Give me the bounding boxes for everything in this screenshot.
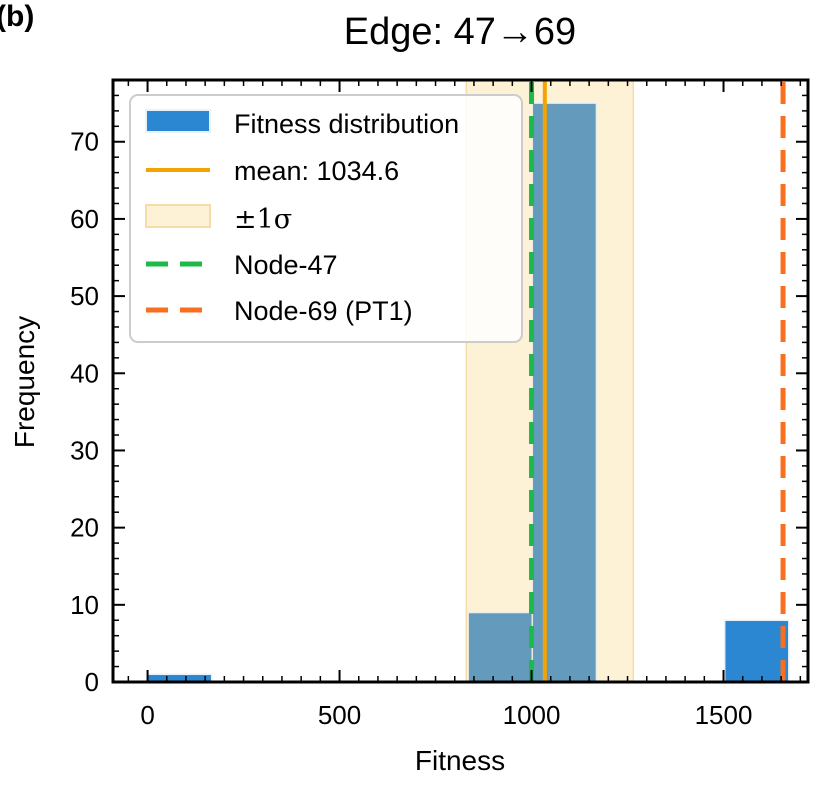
histogram-bar-9 <box>723 619 790 683</box>
y-tick-label-0: 0 <box>85 667 99 697</box>
legend-node47-label: Node-47 <box>234 250 338 280</box>
y-tick-label-4: 40 <box>70 358 99 388</box>
legend: Fitness distribution mean: 1034.6 ±1σ No… <box>129 94 523 343</box>
y-tick-label-7: 70 <box>70 127 99 157</box>
legend-hist-label: Fitness distribution <box>234 109 459 139</box>
plot-frame <box>111 78 810 684</box>
legend-box <box>129 94 523 343</box>
x-tick-label-3: 1500 <box>695 700 753 730</box>
legend-hist-swatch <box>145 109 211 133</box>
y-tick-label-6: 60 <box>70 204 99 234</box>
y-tick-label-2: 20 <box>70 513 99 543</box>
legend-node69-label: Node-69 (PT1) <box>234 296 413 326</box>
sigma-overlay-bar-5 <box>468 612 533 682</box>
x-axis-label: Fitness <box>415 745 505 776</box>
chart-title: Edge: 47→69 <box>344 11 576 53</box>
y-axis-label: Frequency <box>9 316 40 448</box>
legend-sigma-swatch <box>145 204 211 228</box>
legend-sigma-label: ±1σ <box>234 204 292 235</box>
sigma-overlay-bar-6 <box>532 103 597 682</box>
x-tick-label-0: 0 <box>140 700 154 730</box>
y-tick-label-3: 30 <box>70 435 99 465</box>
x-tick-label-2: 1000 <box>503 700 561 730</box>
legend-mean-label: mean: 1034.6 <box>234 156 399 186</box>
y-tick-label-1: 10 <box>70 590 99 620</box>
y-tick-label-5: 50 <box>70 281 99 311</box>
x-tick-label-1: 500 <box>318 700 361 730</box>
panel-label: (b) <box>0 0 34 33</box>
